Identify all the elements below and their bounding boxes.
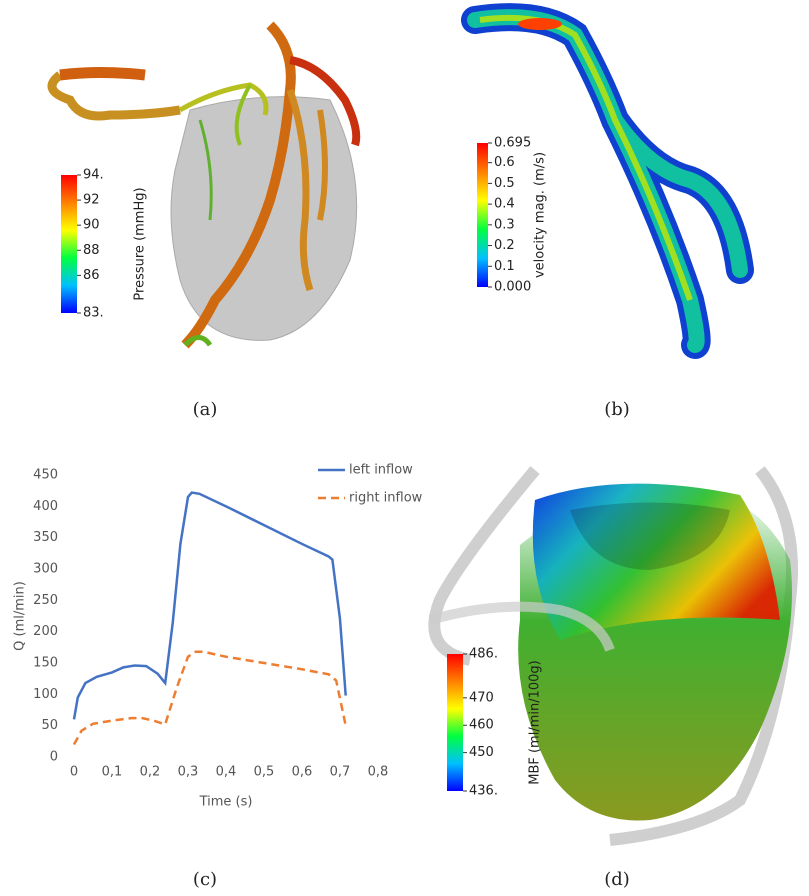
colorbar-tick-label: 460 [469, 718, 494, 733]
colorbar-tick-label: 0.4 [494, 197, 515, 212]
colorbar-tick-label: 470 [469, 690, 494, 705]
colorbar-tick-label: 436. [469, 784, 498, 799]
x-tick-label: 0,6 [292, 765, 313, 780]
colorbar-title: Pressure (mmHg) [133, 187, 148, 300]
y-tick-label: 150 [33, 656, 58, 671]
figure: 94. 92 90 88 86 83. Pressure (mmHg) (a) 0.695 0.6… [0, 0, 809, 896]
y-tick-label: 250 [33, 593, 58, 608]
caption: (d) [604, 869, 630, 890]
colorbar-tick-label: 94. [83, 168, 104, 183]
caption: (c) [193, 869, 217, 890]
x-tick-label: 0,7 [330, 765, 351, 780]
caption: (b) [604, 399, 630, 420]
colorbar-tick-label: 90 [83, 218, 100, 233]
colorbar-tick-label: 0.2 [494, 238, 515, 253]
colorbar [477, 143, 488, 287]
x-tick-label: 0,3 [178, 765, 199, 780]
colorbar-tick-label: 486. [469, 647, 498, 662]
line [74, 652, 346, 745]
page: 94. 92 90 88 86 83. Pressure (mmHg) (a) 0.695 0.6… [0, 0, 809, 896]
render-a [52, 25, 357, 345]
colorbar-tick-label: 0.000 [494, 280, 531, 295]
colorbar-tick-label: 450 [469, 745, 494, 760]
line [74, 493, 346, 720]
y-tick-label: 400 [33, 499, 58, 514]
y-tick-label: 300 [33, 562, 58, 577]
colorbar [61, 175, 77, 313]
colorbar-tick-label: 0.695 [494, 136, 531, 151]
colorbar-title: velocity mag. (m/s) [533, 152, 548, 278]
x-tick-label: 0,1 [102, 765, 123, 780]
y-tick-label: 50 [41, 718, 58, 733]
y-tick-label: 450 [33, 468, 58, 483]
x-tick-label: 0,5 [254, 765, 275, 780]
x-tick-label: 0,2 [140, 765, 161, 780]
y-tick-label: 350 [33, 530, 58, 545]
colorbar [447, 654, 463, 791]
y-axis-title: Q (ml/min) [13, 581, 28, 651]
colorbar-tick-label: 0.5 [494, 176, 515, 191]
legend-label: left inflow [349, 463, 413, 478]
x-axis-title: Time (s) [199, 795, 253, 810]
colorbar-tick-label: 83. [83, 306, 104, 321]
y-tick-label: 100 [33, 687, 58, 702]
y-tick-label: 0 [50, 750, 58, 765]
x-tick-label: 0,8 [368, 765, 389, 780]
colorbar-tick-label: 0.6 [494, 155, 515, 170]
x-tick-label: 0 [70, 765, 78, 780]
colorbar-tick-label: 88 [83, 243, 100, 258]
colorbar-tick-label: 86 [83, 268, 100, 283]
x-tick-label: 0,4 [216, 765, 237, 780]
legend-label: right inflow [349, 491, 423, 506]
colorbar-tick-label: 92 [83, 193, 100, 208]
colorbar-tick-label: 0.1 [494, 259, 515, 274]
colorbar-title: MBF (ml/min/100g) [528, 660, 543, 785]
render-b [475, 17, 740, 345]
caption: (a) [193, 399, 218, 420]
y-tick-label: 200 [33, 624, 58, 639]
colorbar-tick-label: 0.3 [494, 217, 515, 232]
